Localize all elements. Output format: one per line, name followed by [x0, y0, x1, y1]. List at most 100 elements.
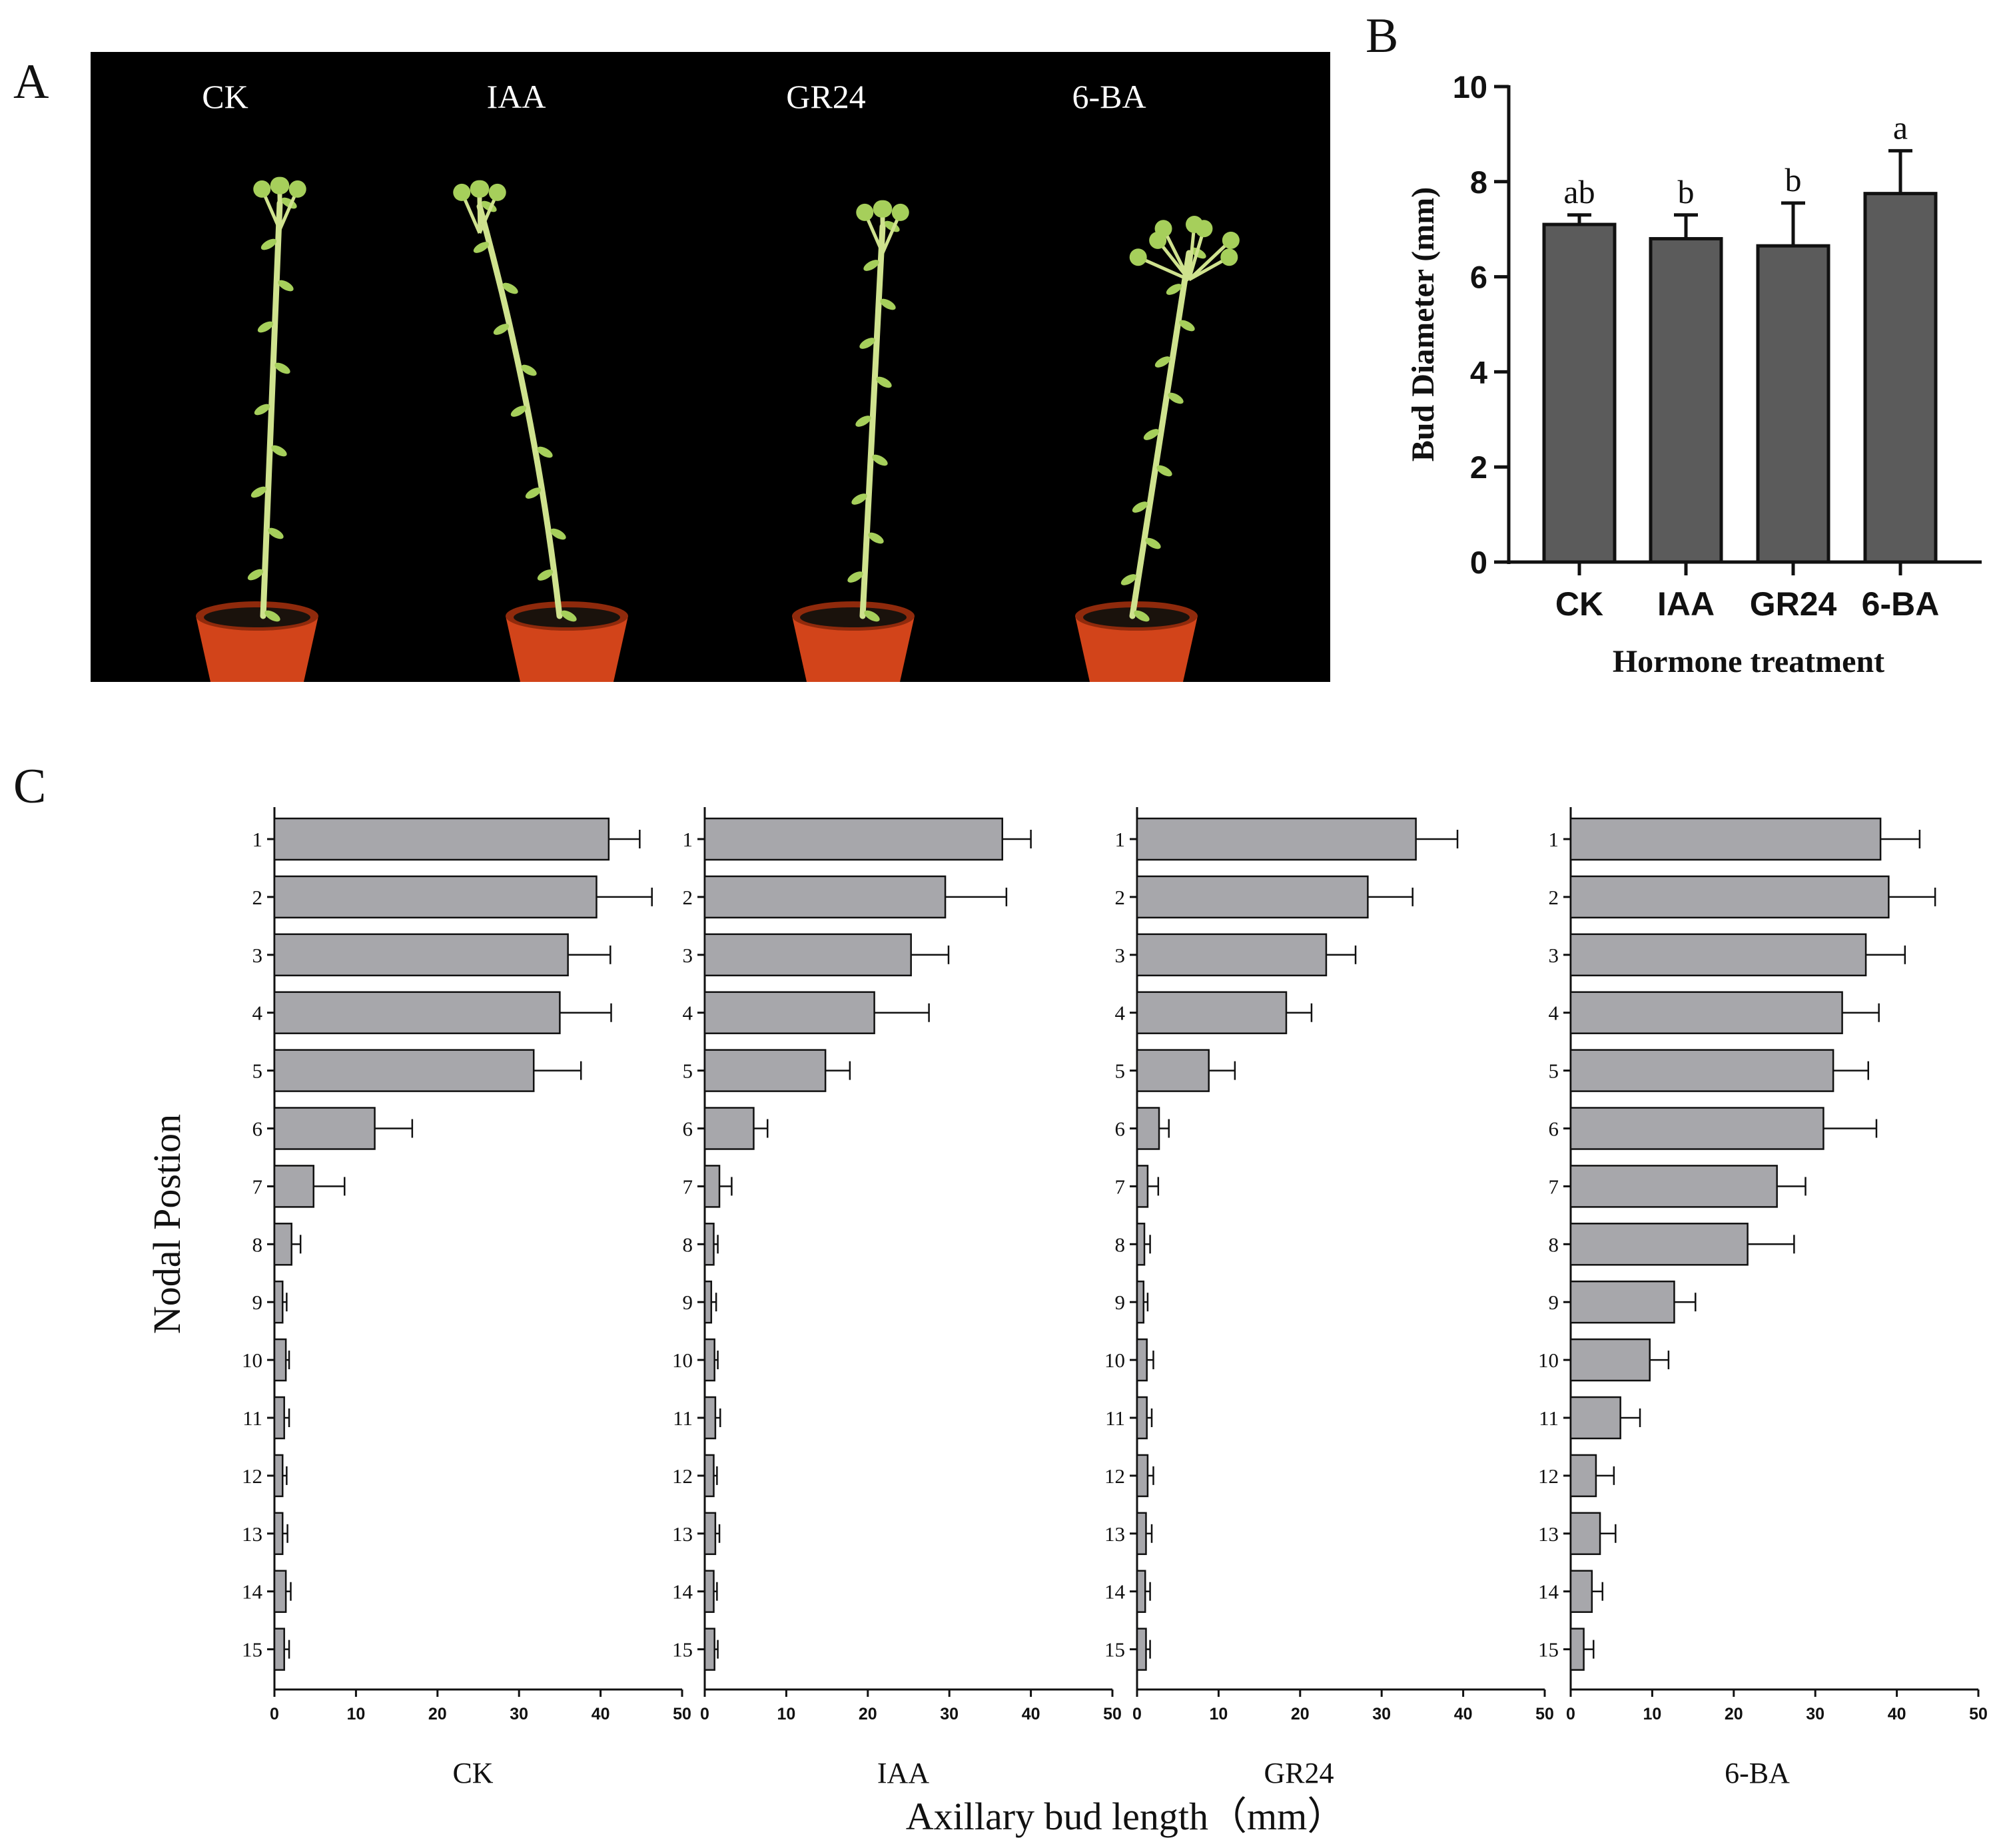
- leaf: [250, 486, 267, 498]
- c-bar-6-ba-node-1: [1569, 817, 1882, 861]
- c-y-tick-label: 14: [1538, 1580, 1559, 1604]
- bud: [253, 180, 271, 198]
- c-y-tick-label: 2: [252, 886, 263, 909]
- c-y-tick-label: 9: [1549, 1291, 1559, 1314]
- c-bar-ck-node-6: [273, 1107, 376, 1150]
- bud: [873, 200, 891, 218]
- plant-stem: [859, 223, 886, 619]
- c-y-tick-label: 4: [1549, 1002, 1559, 1025]
- bud: [1129, 248, 1147, 266]
- c-y-tick-label: 4: [683, 1002, 693, 1025]
- c-bar-6-ba-node-3: [1569, 933, 1867, 977]
- c-y-tick-label: 13: [242, 1522, 262, 1546]
- leaf: [851, 493, 867, 505]
- c-y-tick-label: 4: [252, 1002, 263, 1025]
- c-bar-gr24-node-12: [1136, 1454, 1149, 1498]
- b-x-tick-label: 6-BA: [1862, 585, 1940, 623]
- bud: [288, 180, 306, 198]
- c-bar-ck-node-10: [273, 1338, 287, 1382]
- panel-label-c: C: [13, 759, 46, 814]
- branch: [1187, 228, 1206, 280]
- c-y-tick-label: 11: [1539, 1406, 1559, 1430]
- leaf: [481, 200, 497, 212]
- leaf: [1145, 537, 1161, 549]
- c-y-tick-label: 1: [683, 828, 693, 851]
- pot-soil: [800, 607, 907, 627]
- c-x-tick-label: 40: [1022, 1705, 1040, 1723]
- b-significance-letter: ab: [1563, 173, 1595, 210]
- c-y-tick-label: 14: [242, 1580, 263, 1604]
- c-bar-gr24-node-1: [1136, 817, 1417, 861]
- branch: [1188, 239, 1232, 281]
- c-y-tick-label: 3: [252, 944, 263, 967]
- pot-soil: [204, 607, 310, 627]
- leaf: [1120, 574, 1137, 585]
- photo-label-6-ba: 6-BA: [1072, 78, 1146, 115]
- c-y-tick-label: 6: [683, 1117, 693, 1141]
- c-bar-iaa-node-11: [703, 1396, 717, 1440]
- b-bar-group-6-ba: a 6-BA: [1862, 109, 1940, 623]
- c-y-tick-label: 6: [252, 1117, 263, 1141]
- c-bar-6-ba-node-2: [1569, 875, 1890, 919]
- c-bar-gr24-node-2: [1136, 875, 1369, 919]
- c-bar-6-ba-node-15: [1569, 1628, 1585, 1671]
- b-y-tick-label: 2: [1470, 450, 1487, 485]
- b-y-axis-title: Bud Diameter (mm): [1405, 187, 1441, 462]
- b-bar-group-ck: ab CK: [1542, 173, 1617, 623]
- c-bar-ck-node-13: [273, 1512, 284, 1556]
- c-bar-ck-node-2: [273, 875, 598, 919]
- c-y-tick-label: 2: [683, 886, 693, 909]
- c-subplot-label: GR24: [1264, 1757, 1334, 1789]
- c-bar-6-ba-node-6: [1569, 1107, 1824, 1150]
- c-x-tick-label: 10: [1209, 1705, 1228, 1723]
- c-bar-gr24-node-15: [1136, 1628, 1147, 1671]
- leaf: [1132, 501, 1148, 513]
- leaf: [271, 445, 287, 457]
- b-bar-6-ba: [1863, 192, 1938, 564]
- branch: [1162, 228, 1191, 281]
- b-y-tick-label: 10: [1453, 69, 1487, 105]
- leaf: [473, 242, 490, 253]
- c-x-tick-label: 50: [673, 1705, 691, 1723]
- c-y-tick-label: 5: [1549, 1060, 1559, 1083]
- photo-background: [91, 52, 1330, 682]
- c-x-tick-label: 10: [777, 1705, 795, 1723]
- b-y-tick-label: 6: [1470, 260, 1487, 295]
- b-significance-letter: b: [1785, 161, 1802, 198]
- leaf: [247, 569, 264, 581]
- c-y-tick-label: 1: [252, 828, 263, 851]
- c-y-tick-label: 13: [1538, 1522, 1559, 1546]
- leaf: [525, 487, 542, 499]
- leaf: [847, 571, 863, 583]
- b-bar-group-gr24: b GR24: [1750, 161, 1837, 623]
- c-y-tick-label: 12: [242, 1464, 262, 1488]
- b-x-tick-label: GR24: [1750, 585, 1837, 623]
- c-bar-6-ba-node-12: [1569, 1454, 1597, 1498]
- c-x-tick-label: 0: [700, 1705, 709, 1723]
- c-y-axis-title: Nodal Postion: [145, 1114, 189, 1334]
- branch: [1187, 224, 1196, 280]
- pot-soil: [1083, 607, 1190, 627]
- leaf: [859, 338, 875, 349]
- b-bar-gr24: [1756, 244, 1830, 564]
- c-bar-ck-node-11: [273, 1396, 285, 1440]
- photo-plants: [196, 176, 1240, 682]
- c-y-tick-label: 3: [683, 944, 693, 967]
- bud: [1220, 248, 1238, 266]
- plant-stem: [476, 203, 563, 619]
- c-y-tick-label: 15: [1538, 1638, 1559, 1662]
- c-y-tick-label: 15: [672, 1638, 693, 1662]
- c-bar-6-ba-node-7: [1569, 1165, 1778, 1208]
- c-bar-6-ba-node-13: [1569, 1512, 1601, 1556]
- bud: [891, 203, 909, 221]
- leaf: [868, 532, 884, 544]
- c-y-tick-label: 8: [1115, 1233, 1126, 1256]
- c-subplot-label: IAA: [877, 1757, 929, 1789]
- leaf: [254, 404, 270, 416]
- c-x-tick-label: 50: [1535, 1705, 1554, 1723]
- c-x-tick-label: 0: [1132, 1705, 1142, 1723]
- c-bar-iaa-node-14: [703, 1570, 715, 1613]
- c-y-tick-label: 7: [683, 1175, 693, 1198]
- c-bar-iaa-node-7: [703, 1165, 721, 1208]
